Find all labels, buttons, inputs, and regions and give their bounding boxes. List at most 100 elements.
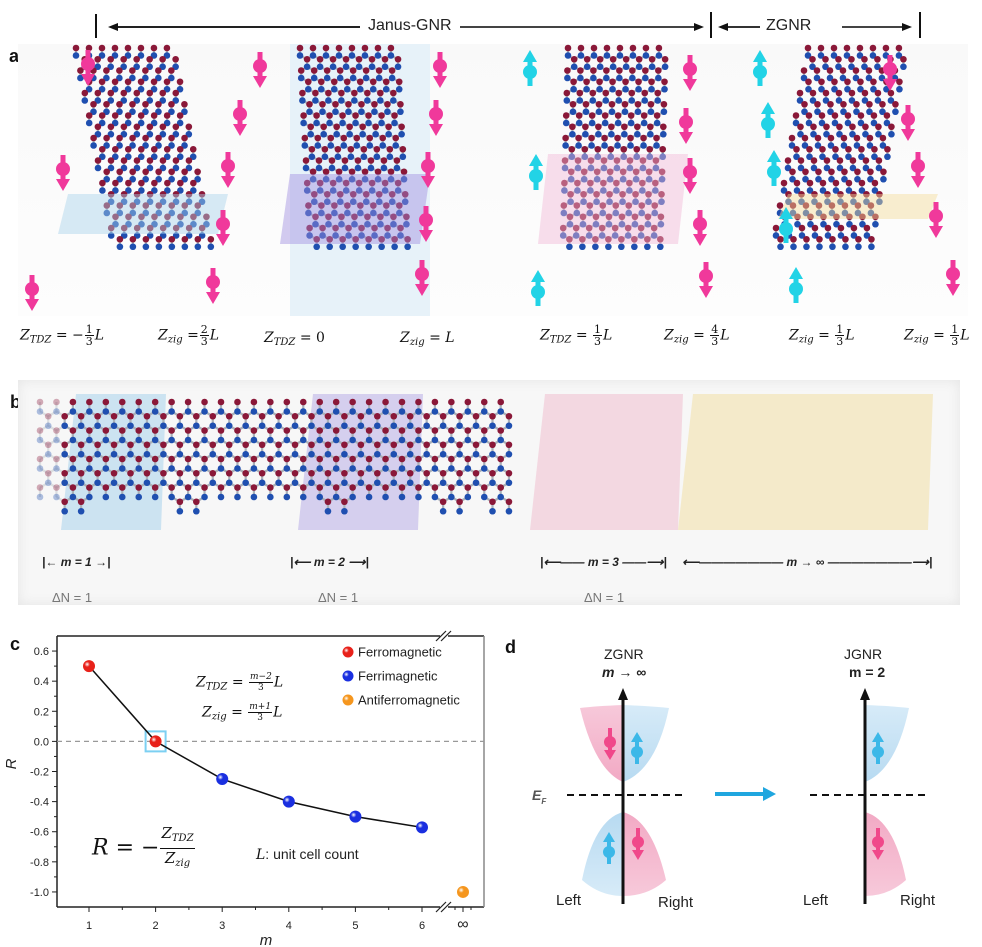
carbon-atom-red <box>650 224 658 232</box>
carbon-atom-blue <box>577 52 585 59</box>
carbon-atom-blue <box>377 220 384 228</box>
carbon-atom-blue <box>861 97 869 104</box>
carbon-atom-blue <box>308 153 316 161</box>
carbon-atom-red <box>164 179 171 187</box>
eq-a2-left: ZTDZ = 0 <box>264 330 325 348</box>
carbon-atom-red <box>181 202 189 209</box>
header-arrows <box>95 12 921 38</box>
spin-up-icon <box>531 270 545 306</box>
axis-break-top <box>440 630 452 642</box>
zgnr-valence-right-band <box>623 812 666 896</box>
carbon-atom-red <box>190 213 197 221</box>
carbon-atom-red <box>644 235 651 243</box>
carbon-atom-blue <box>303 63 311 71</box>
carbon-atom-blue <box>382 465 389 472</box>
carbon-atom-red <box>326 112 333 119</box>
carbon-atom-blue <box>819 187 827 194</box>
carbon-atom-red <box>844 112 852 119</box>
carbon-atom-red <box>895 44 903 52</box>
carbon-atom-red <box>341 412 348 420</box>
spin-up-icon <box>529 154 543 190</box>
carbon-atom-red <box>323 190 331 198</box>
carbon-atom-red <box>810 157 818 164</box>
carbon-atom-blue <box>146 232 154 239</box>
carbon-atom-red <box>809 55 816 63</box>
carbon-atom-red <box>845 145 852 153</box>
y-tick-label: -1.0 <box>30 887 49 899</box>
carbon-atom-blue <box>605 220 613 228</box>
carbon-atom-blue <box>585 232 593 239</box>
carbon-atom-red <box>250 398 258 406</box>
carbon-atom-red <box>616 67 623 74</box>
carbon-atom-red <box>309 44 317 52</box>
carbon-atom-red <box>583 55 591 63</box>
spin-down-icon <box>883 55 897 91</box>
carbon-atom-blue <box>842 243 849 251</box>
carbon-atom-red <box>798 224 806 232</box>
carbon-atom-red <box>129 134 136 142</box>
carbon-atom-blue <box>151 465 159 472</box>
carbon-atom-red <box>794 213 801 221</box>
carbon-atom-red <box>69 427 77 434</box>
carbon-atom-red <box>339 235 346 243</box>
carbon-atom-red <box>596 55 604 63</box>
carbon-atom-red <box>599 202 607 209</box>
carbon-atom-red <box>639 179 646 187</box>
carbon-atom-blue <box>871 187 879 194</box>
data-point-antiferromagnetic <box>457 885 469 898</box>
carbon-atom-red <box>373 145 381 153</box>
bond <box>39 410 49 418</box>
carbon-atom-blue <box>118 436 126 444</box>
carbon-atom-red <box>193 441 200 449</box>
carbon-atom-red <box>629 67 636 74</box>
carbon-atom-blue <box>306 232 313 239</box>
carbon-atom-red <box>146 55 153 63</box>
carbon-atom-blue <box>647 130 654 138</box>
carbon-atom-blue <box>381 187 389 194</box>
carbon-atom-blue <box>805 85 812 93</box>
carbon-atom-red <box>581 145 589 153</box>
carbon-atom-red <box>480 398 488 406</box>
carbon-atom-red <box>308 145 316 153</box>
carbon-atom-blue <box>326 243 333 251</box>
carbon-atom-blue <box>160 422 167 430</box>
carbon-atom-red <box>308 412 315 420</box>
carbon-atom-blue <box>110 422 118 430</box>
carbon-atom-blue <box>151 187 158 194</box>
carbon-atom-blue <box>357 209 364 217</box>
carbon-atom-red <box>331 202 338 209</box>
carbon-atom-blue <box>653 119 661 127</box>
carbon-atom-blue <box>86 465 93 472</box>
carbon-atom-blue <box>168 209 176 217</box>
carbon-atom-red <box>201 484 208 491</box>
carbon-atom-red <box>861 89 869 97</box>
carbon-atom-red <box>797 157 805 164</box>
carbon-atom-blue <box>592 243 599 251</box>
carbon-atom-red <box>439 498 447 506</box>
carbon-atom-red <box>374 44 382 52</box>
carbon-atom-red <box>107 190 115 198</box>
carbon-atom-red <box>242 441 249 449</box>
carbon-atom-red <box>61 412 68 420</box>
carbon-atom-red <box>627 134 634 142</box>
carbon-atom-red <box>880 168 887 176</box>
carbon-atom-blue <box>884 153 891 161</box>
carbon-atom-red <box>824 190 831 198</box>
carbon-atom-red <box>619 168 627 176</box>
x-axis-label: m <box>260 932 273 947</box>
carbon-atom-red <box>324 441 332 449</box>
carbon-atom-blue <box>328 164 336 172</box>
carbon-atom-red <box>305 202 312 209</box>
carbon-atom-red <box>326 235 333 243</box>
carbon-atom-red <box>61 441 68 449</box>
eq-a2-right: Zzig = L <box>400 330 455 348</box>
carbon-atom-red <box>505 441 513 449</box>
carbon-atom-red <box>142 235 150 243</box>
carbon-atom-red <box>658 168 666 176</box>
carbon-atom-blue <box>320 130 327 138</box>
carbon-atom-red <box>163 145 171 153</box>
carbon-atom-red <box>332 455 340 463</box>
carbon-atom-blue <box>81 97 89 104</box>
carbon-atom-red <box>53 484 60 491</box>
carbon-atom-red <box>567 168 575 176</box>
